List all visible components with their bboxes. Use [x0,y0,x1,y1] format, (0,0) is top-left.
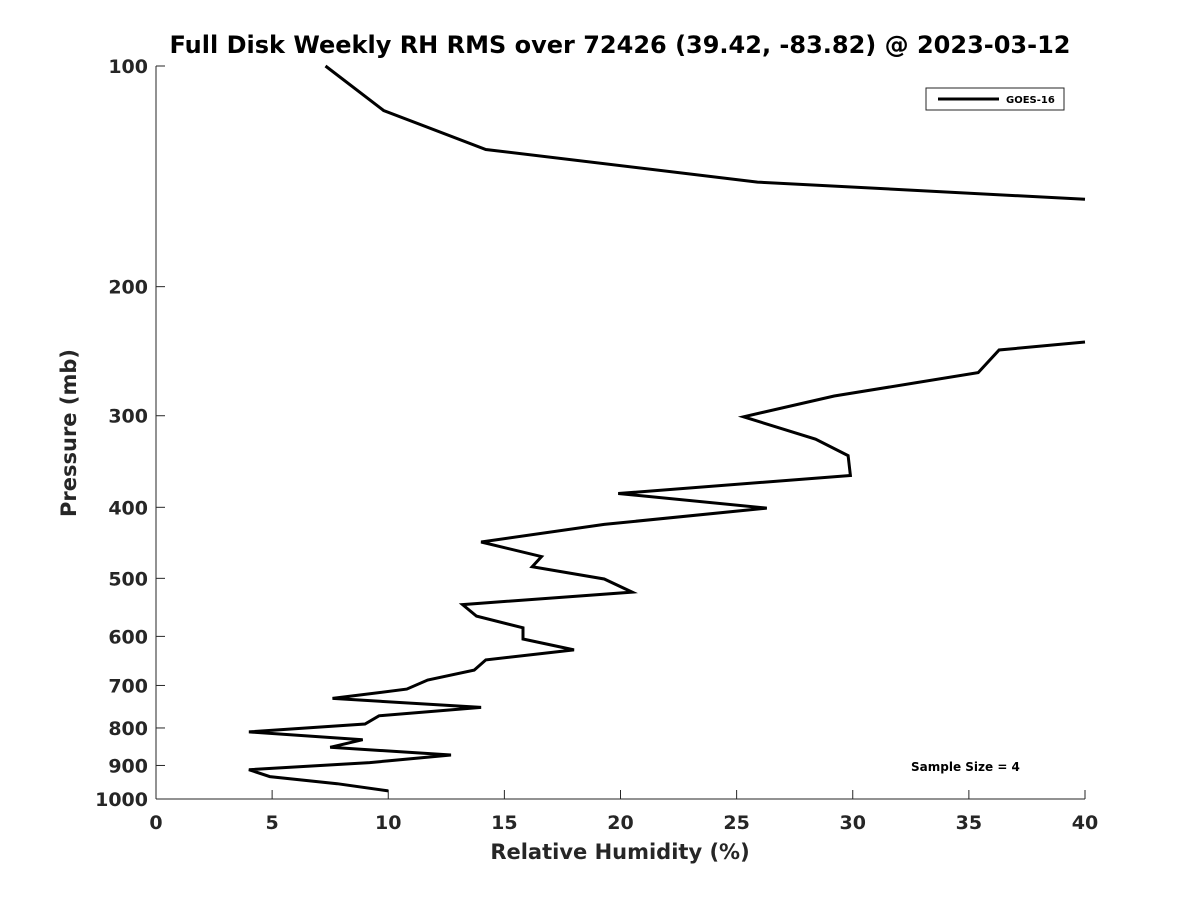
y-ticks: 100 200 300 400 500 600 700 800 900 1000 [95,56,165,811]
series-line-goes-16-segment-1 [324,64,1086,201]
y-tick-label: 200 [108,277,148,299]
x-tick-label: 10 [375,812,401,834]
series-line-goes-16-segment-2 [248,340,1086,793]
y-tick-label: 500 [108,568,148,590]
x-tick-label: 35 [956,812,982,834]
x-tick-label: 5 [266,812,279,834]
y-axis-label: Pressure (mb) [57,349,81,517]
x-tick-label: 20 [607,812,633,834]
y-tick-label: 600 [108,626,148,648]
y-tick-label: 100 [108,56,148,78]
y-tick-label: 800 [108,718,148,740]
x-tick-label: 0 [149,812,162,834]
y-tick-label: 400 [108,497,148,519]
sample-size-annotation: Sample Size = 4 [911,760,1020,774]
series-layer [248,64,1086,793]
legend: GOES-16 [925,87,1065,111]
x-tick-label: 30 [840,812,866,834]
x-ticks: 0 5 10 15 20 25 30 35 40 [149,790,1098,834]
x-tick-label: 25 [723,812,749,834]
legend-label-goes-16: GOES-16 [1006,95,1055,106]
y-tick-label: 700 [108,675,148,697]
x-axis-label: Relative Humidity (%) [490,840,749,864]
y-tick-label: 900 [108,755,148,777]
plot-axes [155,66,1085,800]
x-tick-label: 40 [1072,812,1098,834]
y-tick-label: 300 [108,406,148,428]
chart-title: Full Disk Weekly RH RMS over 72426 (39.4… [169,31,1070,59]
y-tick-label: 1000 [95,789,148,811]
x-tick-label: 15 [491,812,517,834]
